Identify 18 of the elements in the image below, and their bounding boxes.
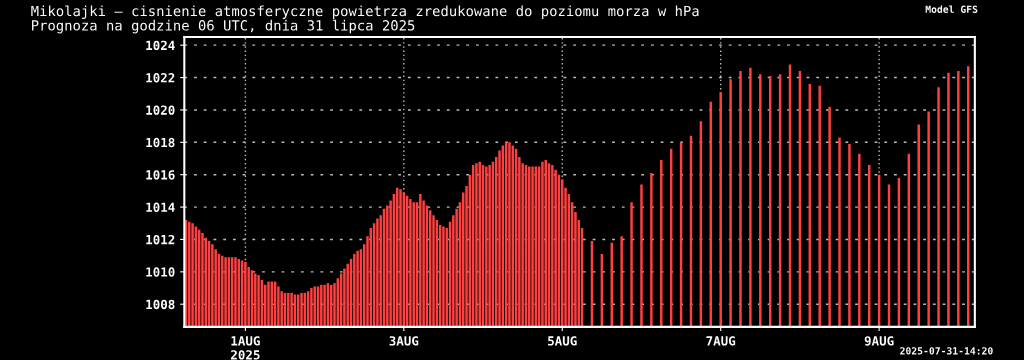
text: Model GFS xyxy=(925,5,978,13)
x-tick-label: 3AUG xyxy=(389,336,419,346)
x-tick-label: 9AUG xyxy=(864,336,894,346)
y-tick-label: 1020 xyxy=(146,105,175,115)
chart-subtitle: Prognoza na godzine 06 UTC, dnia 31 lipca 2025 xyxy=(32,19,415,34)
y-tick-label: 1016 xyxy=(146,170,175,180)
text: 2025-07-31-14:20 xyxy=(900,347,993,355)
y-tick-label: 1018 xyxy=(146,137,175,148)
y-tick-label: 1008 xyxy=(146,299,175,310)
y-tick-label: 1010 xyxy=(146,267,175,277)
y-tick-label: 1024 xyxy=(146,40,175,51)
y-tick-label: 1014 xyxy=(146,202,175,212)
chart-title: Mikolajki – cisnienie atmosferyczne powietrza zredukowane do poziomu morza w hPa xyxy=(31,5,699,19)
x-tick-label: 7AUG xyxy=(706,336,736,346)
y-tick-label: 1022 xyxy=(146,73,175,83)
y-tick-label: 1012 xyxy=(146,234,175,245)
x-tick-label: 1AUG 2025 xyxy=(231,336,260,360)
x-tick-label: 5AUG xyxy=(548,336,577,346)
